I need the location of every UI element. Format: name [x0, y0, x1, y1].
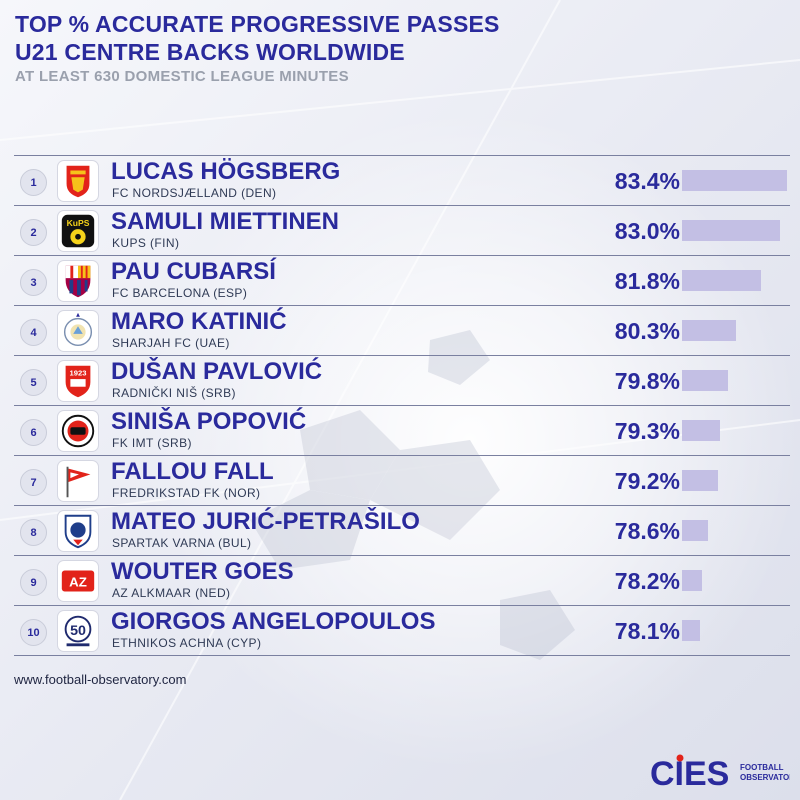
club-name: FREDRIKSTAD FK (NOR) [112, 486, 261, 500]
radnicki-nis-logo: 1923 [57, 360, 99, 402]
value-label: 78.2% [614, 568, 680, 594]
value-bar [682, 370, 728, 391]
footer-url: www.football-observatory.com [14, 672, 187, 687]
club-name: KUPS (FIN) [112, 236, 180, 250]
club-name: FC NORDSJÆLLAND (DEN) [112, 186, 277, 200]
ranking-row: 10 50 GIORGOS ANGELOPOULOS ETHNIKOS ACHNA (… [14, 606, 790, 656]
player-name: LUCAS HÖGSBERG [111, 158, 341, 185]
club-logo-text: 1923 [70, 368, 87, 377]
player-name: WOUTER GOES [111, 558, 294, 585]
rank-badge: 7 [20, 469, 47, 496]
ranking-table: 1 LUCAS HÖGSBERG FC NORDSJÆLLAND (DEN) 83.4… [14, 155, 790, 656]
value-label: 80.3% [614, 318, 680, 344]
value-bar [682, 470, 718, 491]
value-bar [682, 270, 761, 291]
cies-logo-sub-2: OBSERVATORY [740, 773, 790, 782]
value-label: 78.6% [614, 518, 680, 544]
value-label: 83.0% [614, 218, 680, 244]
rank-badge: 10 [20, 619, 47, 646]
ranking-row: 9 AZ WOUTER GOES AZ ALKMAAR (NED) 78.2% [14, 556, 790, 606]
club-name: RADNIČKI NIŠ (SRB) [112, 386, 236, 400]
ranking-row: 8 MATEO JURIĆ-PETRAŠILO SPARTAK VARNA (BUL… [14, 506, 790, 556]
club-name: ETHNIKOS ACHNA (CYP) [112, 636, 262, 650]
player-name: SINIŠA POPOVIĆ [111, 408, 307, 435]
player-name: FALLOU FALL [111, 458, 274, 485]
rank-badge: 8 [20, 519, 47, 546]
chart-subtitle: AT LEAST 630 DOMESTIC LEAGUE MINUTES [15, 68, 349, 85]
value-bar [682, 620, 700, 641]
club-name: SHARJAH FC (UAE) [112, 336, 230, 350]
cies-logo-text: CIES [650, 755, 729, 792]
az-alkmaar-logo: AZ [57, 560, 99, 602]
fredrikstad-fk-logo [57, 460, 99, 502]
club-logo-text: KuPS [67, 218, 90, 228]
rank-badge: 6 [20, 419, 47, 446]
player-name: DUŠAN PAVLOVIĆ [111, 358, 323, 385]
rank-badge: 4 [20, 319, 47, 346]
ranking-row: 3 PAU CUBARSÍ FC BARCELONA (ESP) 81.8% [14, 256, 790, 306]
club-name: FK IMT (SRB) [112, 436, 192, 450]
club-logo-text: AZ [69, 575, 87, 590]
value-label: 78.1% [614, 618, 680, 644]
ranking-row: 4 MARO KATINIĆ SHARJAH FC (UAE) 80.3% [14, 306, 790, 356]
cies-logo-dot [676, 754, 684, 762]
ranking-row: 7 FALLOU FALL FREDRIKSTAD FK (NOR) 79.2% [14, 456, 790, 506]
value-bar [682, 420, 720, 441]
fc-barcelona-logo [57, 260, 99, 302]
sharjah-fc-logo [57, 310, 99, 352]
rank-badge: 9 [20, 569, 47, 596]
rank-badge: 3 [20, 269, 47, 296]
player-name: PAU CUBARSÍ [111, 258, 276, 285]
rank-badge: 1 [20, 169, 47, 196]
player-name: MARO KATINIĆ [111, 308, 287, 335]
ranking-row: 2 KuPS SAMULI MIETTINEN KUPS (FIN) 83.0% [14, 206, 790, 256]
ranking-row: 1 LUCAS HÖGSBERG FC NORDSJÆLLAND (DEN) 83.4… [14, 155, 790, 206]
ranking-row: 6 SINIŠA POPOVIĆ FK IMT (SRB) 79.3% [14, 406, 790, 456]
chart-title-line-2: U21 CENTRE BACKS WORLDWIDE [15, 39, 405, 65]
cies-logo-sub-1: FOOTBALL [740, 763, 784, 772]
player-name: SAMULI MIETTINEN [111, 208, 339, 235]
value-bar [682, 320, 736, 341]
value-bar [682, 520, 708, 541]
value-bar [682, 570, 702, 591]
ethnikos-achna-logo: 50 [57, 610, 99, 652]
club-name: FC BARCELONA (ESP) [112, 286, 248, 300]
chart-title-line-1: TOP % ACCURATE PROGRESSIVE PASSES [15, 11, 500, 37]
fc-nordsjaelland-logo [57, 160, 99, 202]
club-logo-text: 50 [70, 623, 86, 639]
club-name: SPARTAK VARNA (BUL) [112, 536, 252, 550]
value-bar [682, 220, 780, 241]
player-name: MATEO JURIĆ-PETRAŠILO [111, 508, 420, 535]
value-bar [682, 170, 787, 191]
cies-logo: CIES FOOTBALL OBSERVATORY [650, 754, 790, 792]
value-label: 79.3% [614, 418, 680, 444]
value-label: 79.2% [614, 468, 680, 494]
rank-badge: 5 [20, 369, 47, 396]
rank-badge: 2 [20, 219, 47, 246]
club-name: AZ ALKMAAR (NED) [112, 586, 231, 600]
value-label: 83.4% [614, 168, 680, 194]
value-label: 81.8% [614, 268, 680, 294]
value-label: 79.8% [614, 368, 680, 394]
player-name: GIORGOS ANGELOPOULOS [111, 608, 436, 635]
kups-logo: KuPS [57, 210, 99, 252]
spartak-varna-logo [57, 510, 99, 552]
ranking-row: 5 1923 DUŠAN PAVLOVIĆ RADNIČKI NIŠ (SRB) 79.… [14, 356, 790, 406]
title-block: TOP % ACCURATE PROGRESSIVE PASSES U21 CE… [15, 10, 500, 88]
fk-imt-logo [57, 410, 99, 452]
